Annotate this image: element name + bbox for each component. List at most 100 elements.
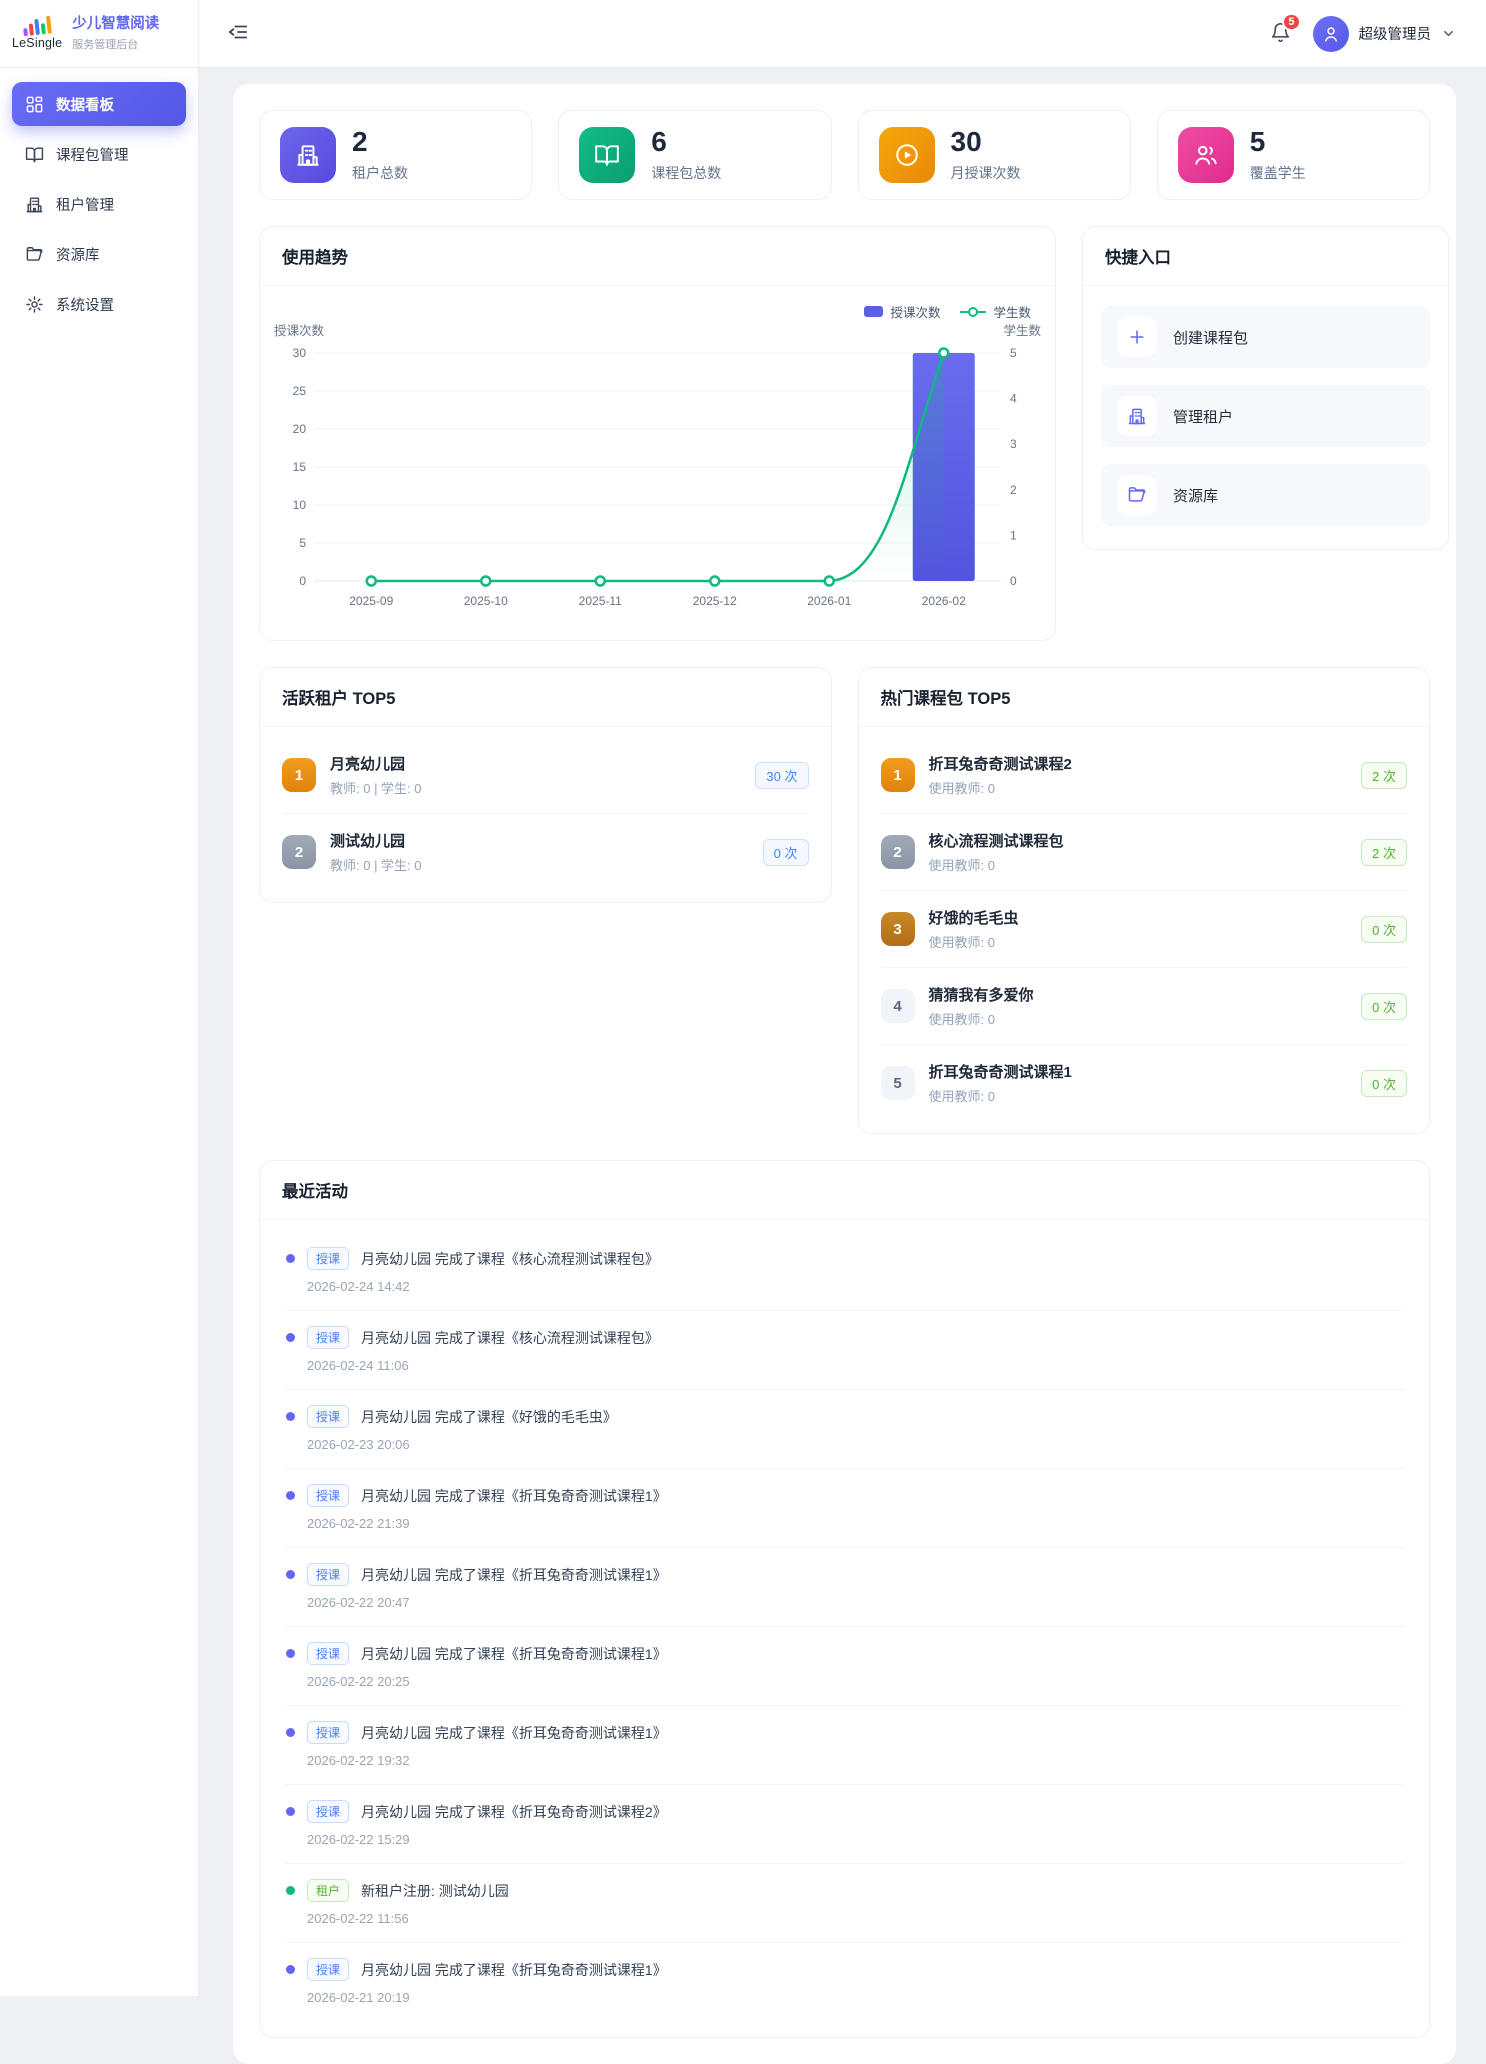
item-meta: 使用教师: 0 — [928, 781, 995, 796]
plus-icon — [1117, 317, 1157, 357]
activity-tag: 授课 — [307, 1642, 350, 1665]
activity-dot — [286, 1807, 295, 1816]
list-item: 3 好饿的毛毛虫 使用教师: 0 0 次 — [880, 891, 1407, 968]
building-icon — [25, 195, 44, 214]
stat-card-tenants: 2 租户总数 — [259, 110, 533, 200]
svg-text:20: 20 — [293, 422, 307, 436]
activity-item: 授课 月亮幼儿园 完成了课程《折耳兔奇奇测试课程1》 2026-02-22 20:4… — [286, 1548, 1403, 1627]
activity-tag: 租户 — [307, 1879, 350, 1902]
activity-dot — [286, 1728, 295, 1737]
activity-time: 2026-02-22 11:56 — [307, 1911, 409, 1926]
activity-text: 月亮幼儿园 完成了课程《好饿的毛毛虫》 — [361, 1408, 617, 1425]
activity-dot — [286, 1570, 295, 1579]
user-menu[interactable]: 超级管理员 — [1312, 15, 1457, 52]
hot-packages-card: 热门课程包 TOP5 1 折耳兔奇奇测试课程2 使用教师: 0 2 次 2 核心流程测试课… — [857, 667, 1430, 1134]
count-badge: 2 次 — [1361, 761, 1407, 789]
recent-activity-list: 授课 月亮幼儿园 完成了课程《核心流程测试课程包》 2026-02-24 14:42… — [260, 1220, 1429, 2037]
item-name: 测试幼儿园 — [330, 833, 406, 850]
sidebar-item-label: 资源库 — [56, 247, 100, 264]
collapse-sidebar-button[interactable] — [227, 21, 249, 46]
logo-mark: LeSingle — [12, 15, 62, 50]
sidebar-item-label: 租户管理 — [56, 197, 114, 214]
usage-trend-card: 使用趋势 授课次数 学生数 0 5 10 15 20 25 30 0 1 2 3 4 5 授课次数 学生数 20… — [259, 226, 1056, 641]
notifications-button[interactable]: 5 — [1270, 12, 1301, 46]
count-badge: 0 次 — [762, 838, 809, 866]
folder-icon — [1117, 475, 1157, 515]
item-name: 折耳兔奇奇测试课程1 — [928, 1064, 1072, 1081]
legend-label: 学生数 — [993, 306, 1031, 320]
activity-text: 新租户注册: 测试幼儿园 — [361, 1882, 509, 1899]
activity-text: 月亮幼儿园 完成了课程《折耳兔奇奇测试课程1》 — [361, 1645, 667, 1662]
book-icon — [25, 145, 44, 164]
sidebar-item-settings[interactable]: 系统设置 — [12, 282, 186, 326]
item-meta: 教师: 0 | 学生: 0 — [330, 781, 422, 796]
sidebar-item-label: 数据看板 — [56, 97, 114, 114]
sidebar: LeSingle 少儿智慧阅读 服务管理后台 数据看板课程包管理租户管理资源库系… — [0, 0, 199, 1996]
recent-activity-card: 最近活动 授课 月亮幼儿园 完成了课程《核心流程测试课程包》 2026-02-24 … — [259, 1160, 1430, 2038]
svg-text:0: 0 — [299, 574, 306, 588]
stat-label: 课程包总数 — [651, 164, 722, 181]
chevron-down-icon — [1441, 26, 1456, 41]
activity-tag: 授课 — [307, 1405, 350, 1428]
rank-badge: 3 — [880, 912, 915, 946]
quick-entry-create-package[interactable]: 创建课程包 — [1101, 306, 1430, 368]
sidebar-item-packages[interactable]: 课程包管理 — [12, 132, 186, 176]
stat-label: 租户总数 — [352, 164, 408, 181]
list-item: 1 月亮幼儿园 教师: 0 | 学生: 0 30 次 — [282, 737, 809, 814]
stat-value: 30 — [950, 126, 982, 158]
legend-line-swatch — [960, 306, 987, 318]
activity-time: 2026-02-22 20:47 — [307, 1595, 410, 1610]
play-icon — [878, 127, 935, 183]
activity-dot — [286, 1333, 295, 1342]
item-meta: 使用教师: 0 — [928, 1089, 995, 1104]
list-item: 5 折耳兔奇奇测试课程1 使用教师: 0 0 次 — [880, 1045, 1407, 1121]
bell-icon — [1270, 22, 1291, 46]
activity-time: 2026-02-24 11:06 — [307, 1358, 409, 1373]
sidebar-item-label: 课程包管理 — [56, 147, 129, 164]
svg-text:2026-02: 2026-02 — [922, 594, 966, 608]
sidebar-item-dashboard[interactable]: 数据看板 — [12, 82, 186, 126]
app-logo: LeSingle 少儿智慧阅读 服务管理后台 — [0, 0, 198, 68]
svg-text:2: 2 — [1010, 483, 1017, 497]
hot-packages-title: 热门课程包 TOP5 — [858, 668, 1429, 727]
activity-time: 2026-02-22 19:32 — [307, 1753, 410, 1768]
item-meta: 教师: 0 | 学生: 0 — [330, 858, 422, 873]
stat-card-students: 5 覆盖学生 — [1156, 110, 1430, 200]
activity-time: 2026-02-21 20:19 — [307, 1990, 410, 2005]
activity-text: 月亮幼儿园 完成了课程《核心流程测试课程包》 — [361, 1329, 659, 1346]
activity-tag: 授课 — [307, 1800, 350, 1823]
svg-text:授课次数: 授课次数 — [274, 323, 325, 338]
activity-time: 2026-02-22 15:29 — [307, 1832, 410, 1847]
svg-text:3: 3 — [1010, 437, 1017, 451]
count-badge: 0 次 — [1361, 915, 1407, 943]
list-item: 2 测试幼儿园 教师: 0 | 学生: 0 0 次 — [282, 814, 809, 890]
svg-text:15: 15 — [293, 460, 307, 474]
building-icon — [280, 127, 336, 183]
activity-time: 2026-02-23 20:06 — [307, 1437, 410, 1452]
activity-text: 月亮幼儿园 完成了课程《折耳兔奇奇测试课程1》 — [361, 1961, 667, 1978]
notification-badge: 5 — [1282, 12, 1301, 31]
activity-tag: 授课 — [307, 1247, 350, 1270]
item-name: 好饿的毛毛虫 — [928, 910, 1019, 927]
avatar — [1312, 15, 1349, 52]
stat-card-sessions: 30 月授课次数 — [857, 110, 1131, 200]
activity-tag: 授课 — [307, 1721, 350, 1744]
logo-chart-icon — [22, 15, 52, 37]
activity-text: 月亮幼儿园 完成了课程《折耳兔奇奇测试课程2》 — [361, 1803, 667, 1820]
rank-badge: 5 — [880, 1066, 915, 1100]
activity-item: 授课 月亮幼儿园 完成了课程《折耳兔奇奇测试课程1》 2026-02-22 19:3… — [286, 1706, 1403, 1785]
activity-tag: 授课 — [307, 1563, 350, 1586]
active-tenants-list: 1 月亮幼儿园 教师: 0 | 学生: 0 30 次 2 测试幼儿园 教师: 0 | 学生:… — [260, 727, 831, 902]
item-name: 月亮幼儿园 — [330, 756, 406, 773]
stat-label: 月授课次数 — [950, 164, 1021, 181]
activity-item: 授课 月亮幼儿园 完成了课程《好饿的毛毛虫》 2026-02-23 20:06 — [286, 1390, 1403, 1469]
activity-tag: 授课 — [307, 1484, 350, 1507]
sidebar-item-resources[interactable]: 资源库 — [12, 232, 186, 276]
usage-trend-chart: 0 5 10 15 20 25 30 0 1 2 3 4 5 授课次数 学生数 2025-09 2025-10 2… — [260, 321, 1055, 640]
quick-entry-manage-tenants[interactable]: 管理租户 — [1101, 385, 1430, 447]
svg-text:2025-09: 2025-09 — [349, 594, 393, 608]
sidebar-item-tenants[interactable]: 租户管理 — [12, 182, 186, 226]
usage-trend-title: 使用趋势 — [260, 227, 1055, 286]
svg-text:30: 30 — [293, 346, 307, 360]
quick-entry-resources[interactable]: 资源库 — [1101, 464, 1430, 526]
